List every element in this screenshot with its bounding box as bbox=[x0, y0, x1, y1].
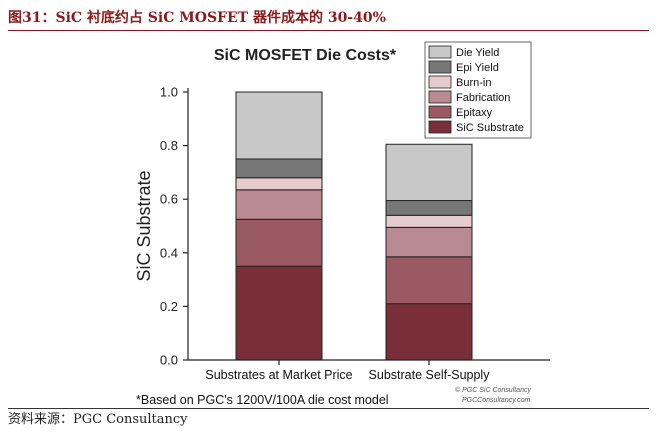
figure-title: 图31：SiC 衬底约占 SiC MOSFET 器件成本的 30-40% bbox=[8, 6, 649, 31]
legend-swatch bbox=[428, 60, 452, 74]
chart-title: SiC MOSFET Die Costs* bbox=[214, 47, 397, 64]
bar-segment-epitaxy bbox=[235, 218, 323, 267]
watermark-line-1: © PGC SiC Consultancy bbox=[455, 386, 531, 394]
legend-label: SiC Substrate bbox=[456, 122, 524, 134]
source-note: 资料来源：PGC Consultancy bbox=[8, 408, 649, 431]
bar-segment-epi-yield bbox=[235, 158, 323, 179]
bar-segment-sic-substrate bbox=[235, 265, 323, 361]
legend-label: Epi Yield bbox=[456, 62, 499, 74]
bar-segment-die-yield bbox=[385, 143, 473, 202]
y-tick-label: 0.6 bbox=[160, 192, 178, 207]
legend-swatch bbox=[428, 90, 452, 104]
y-axis-label: SiC Substrate bbox=[134, 170, 154, 281]
footnote: *Based on PGC's 1200V/100A die cost mode… bbox=[136, 393, 389, 407]
legend-label: Die Yield bbox=[456, 47, 499, 59]
bar-segment-epi-yield bbox=[385, 200, 473, 216]
legend-swatch bbox=[428, 45, 452, 59]
bar-segment-fabrication bbox=[235, 189, 323, 220]
bar-segment-sic-substrate bbox=[385, 303, 473, 361]
y-tick-label: 0.8 bbox=[160, 138, 178, 153]
legend-label: Epitaxy bbox=[456, 107, 493, 119]
watermark-line-2: PGCConsultancy.com bbox=[462, 397, 531, 404]
legend-swatch bbox=[428, 120, 452, 134]
x-tick-label: Substrates at Market Price bbox=[205, 368, 352, 382]
x-tick-label: Substrate Self-Supply bbox=[369, 368, 491, 382]
legend-label: Fabrication bbox=[456, 92, 510, 104]
y-tick-label: 0.2 bbox=[160, 299, 178, 314]
bar-segment-epitaxy bbox=[385, 256, 473, 305]
bar-segment-fabrication bbox=[385, 226, 473, 258]
y-tick-label: 1.0 bbox=[160, 85, 178, 100]
bar-segment-burn-in bbox=[385, 214, 473, 228]
legend-label: Burn-in bbox=[456, 77, 491, 89]
bar-segment-burn-in bbox=[235, 177, 323, 191]
y-tick-label: 0.0 bbox=[160, 353, 178, 368]
bar-segment-die-yield bbox=[235, 91, 323, 160]
legend-swatch bbox=[428, 75, 452, 89]
y-tick-label: 0.4 bbox=[160, 245, 178, 260]
legend-swatch bbox=[428, 105, 452, 119]
